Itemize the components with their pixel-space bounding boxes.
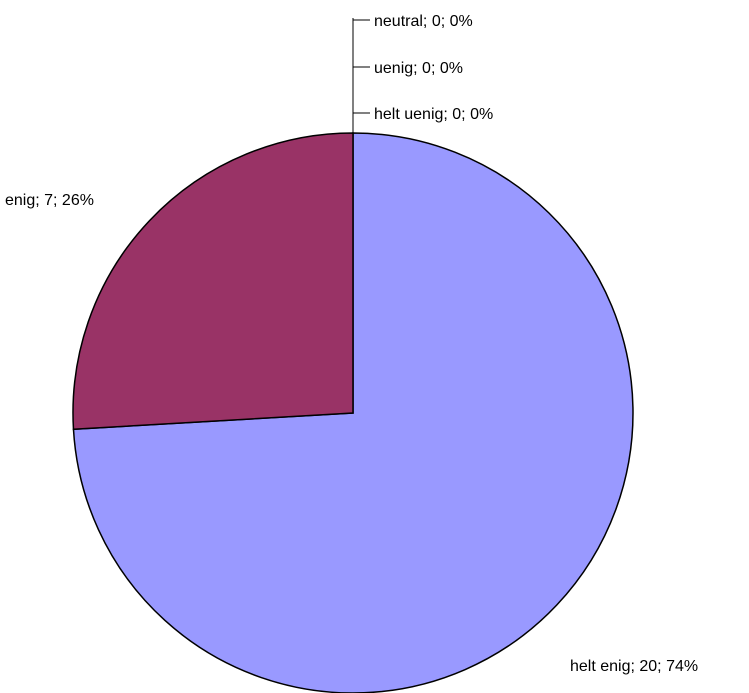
data-label-neutral: neutral; 0; 0%: [374, 13, 473, 30]
data-label-helt-enig: helt enig; 20; 74%: [570, 658, 698, 675]
data-label-enig: enig; 7; 26%: [5, 192, 94, 209]
pie-slice-enig: [72, 132, 354, 431]
label-leaders: [352, 18, 370, 134]
data-labels: neutral; 0; 0% uenig; 0; 0% helt uenig; …: [5, 13, 698, 675]
pie-slices: [72, 132, 634, 693]
data-label-uenig: uenig; 0; 0%: [374, 60, 463, 77]
data-label-helt-uenig: helt uenig; 0; 0%: [374, 106, 493, 123]
